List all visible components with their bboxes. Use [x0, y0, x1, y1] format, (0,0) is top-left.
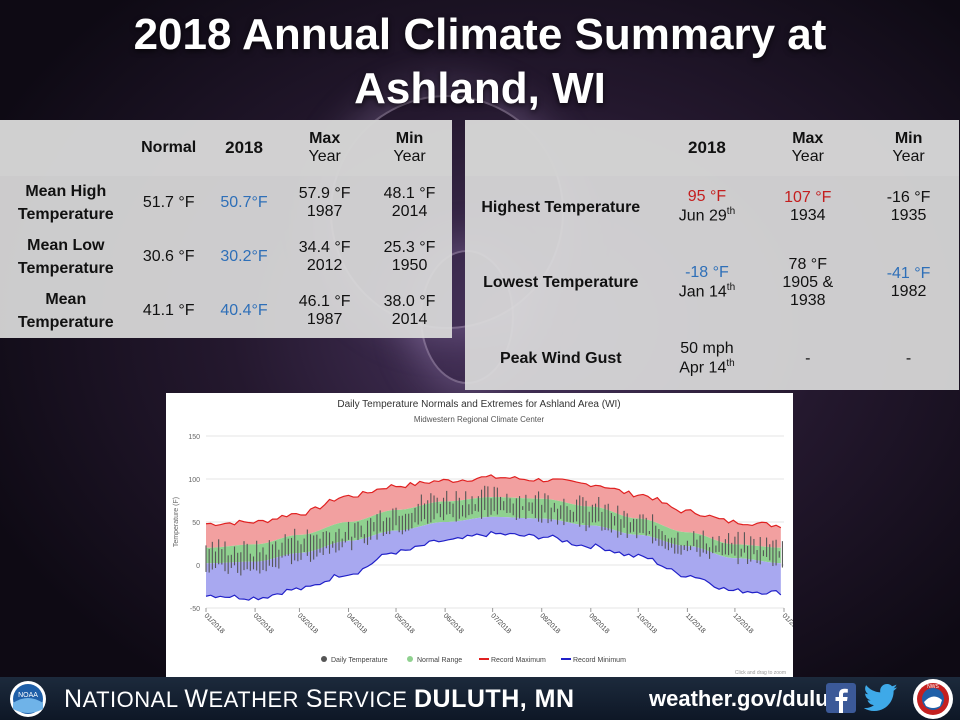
min-value: 48.1 °F 2014 [383, 185, 436, 220]
legend-marker [321, 656, 327, 662]
x-tick-label: 11/2018 [684, 612, 707, 635]
min-value: 38.0 °F 2014 [383, 293, 436, 328]
legend-marker [407, 656, 413, 662]
row-label: Mean High Temperature [17, 183, 114, 223]
legend-label: Daily Temperature [331, 657, 388, 664]
header-2018: 2018 [225, 138, 263, 157]
chart-svg[interactable]: Daily Temperature Normals and Extremes f… [166, 393, 804, 678]
y-axis-label: Temperature (F) [173, 497, 180, 547]
max-value: 57.9 °F 1987 [298, 185, 351, 220]
facebook-icon[interactable] [826, 683, 856, 713]
max-value: 78 °F 1905 & 1938 [782, 255, 834, 309]
value-2018: 30.2°F [220, 248, 268, 265]
x-tick-label: 02/2018 [252, 612, 275, 635]
value-2018: 50 mph Apr 14th [679, 340, 735, 377]
normal-value: 41.1 °F [142, 302, 195, 319]
value-2018: 95 °F Jun 29th [678, 188, 736, 225]
min-value: -16 °F 1935 [886, 189, 931, 225]
row-label: Highest Temperature [481, 198, 641, 216]
twitter-icon[interactable] [864, 683, 898, 713]
row-label: Lowest Temperature [483, 274, 639, 292]
y-tick-label: 0 [196, 563, 200, 570]
y-tick-label: 150 [188, 434, 200, 441]
header-2018: 2018 [688, 138, 726, 157]
header-min: Min Year [393, 130, 426, 165]
chart-title: Daily Temperature Normals and Extremes f… [337, 399, 620, 410]
nws-logo-text: NWS [927, 684, 939, 690]
x-tick-label: 08/2018 [538, 612, 561, 635]
y-tick-label: 50 [192, 520, 200, 527]
normal-value: 51.7 °F [142, 194, 195, 211]
x-tick-label: 07/2018 [489, 612, 512, 635]
nws-logo-icon: NWS [913, 679, 953, 719]
x-tick-label: 04/2018 [345, 612, 368, 635]
max-value: - [805, 349, 811, 367]
min-value: 25.3 °F 1950 [383, 239, 436, 274]
temperature-chart[interactable]: Daily Temperature Normals and Extremes f… [166, 393, 804, 678]
x-tick-label: 12/2018 [731, 612, 754, 635]
legend-label: Normal Range [417, 657, 462, 664]
normal-value: 30.6 °F [142, 248, 195, 265]
record-max-band [206, 474, 781, 548]
header-max: Max Year [791, 130, 824, 165]
value-2018: 50.7°F [220, 194, 268, 211]
extremes-table: 2018 Max Year Min Year Highest Temperature… [465, 120, 959, 390]
page-title: 2018 Annual Climate Summary at Ashland, … [0, 8, 960, 116]
noaa-logo-icon: NOAA [10, 681, 46, 717]
title-line-2: Ashland, WI [354, 64, 606, 113]
noaa-logo-text: NOAA [18, 692, 38, 699]
y-tick-label: -50 [190, 606, 200, 613]
title-line-1: 2018 Annual Climate Summary at [133, 10, 827, 59]
value-2018: 40.4°F [220, 302, 268, 319]
row-label: Mean Low Temperature [17, 237, 114, 277]
header-min: Min Year [892, 130, 925, 165]
x-tick-label: 10/2018 [635, 612, 658, 635]
chart-subtitle: Midwestern Regional Climate Center [414, 415, 545, 424]
website-link[interactable]: weather.gov/duluth [649, 686, 850, 711]
max-value: 107 °F 1934 [784, 189, 832, 225]
table-row: Mean Low Temperature 30.6 °F 30.2°F 34.4 … [0, 230, 452, 284]
nws-office-name: NATIONAL WEATHER SERVICE DULUTH, MN [64, 685, 575, 713]
header-normal: Normal [141, 139, 197, 156]
table-row: Peak Wind Gust 50 mph Apr 14th - - [465, 328, 959, 390]
row-label: Mean Temperature [17, 291, 114, 331]
x-tick-label: 03/2018 [296, 612, 319, 635]
max-value: 46.1 °F 1987 [298, 293, 351, 328]
x-tick-label: 05/2018 [393, 612, 416, 635]
table-row: Lowest Temperature -18 °F Jan 14th 78 °F 1… [465, 238, 959, 328]
chart-footnote: Click and drag to zoom [735, 670, 786, 676]
min-value: -41 °F 1982 [886, 264, 931, 300]
row-label: Peak Wind Gust [499, 350, 622, 368]
value-2018: -18 °F Jan 14th [678, 264, 736, 301]
y-tick-label: 100 [188, 477, 200, 484]
x-tick-label: 06/2018 [442, 612, 465, 635]
header-max: Max Year [308, 130, 341, 165]
record-minimum-line [205, 530, 782, 601]
table-row: Mean High Temperature 51.7 °F 50.7°F 57.9… [0, 176, 452, 230]
table-row: Highest Temperature 95 °F Jun 29th 107 °F… [465, 176, 959, 238]
x-tick-label: 01/2019 [781, 612, 793, 635]
legend-label: Record Maximum [491, 657, 546, 664]
max-value: 34.4 °F 2012 [298, 239, 351, 274]
legend-label: Record Minimum [573, 657, 626, 664]
footer-bar: NOAA NATIONAL WEATHER SERVICE DULUTH, MN… [0, 677, 960, 720]
x-tick-label: 09/2018 [587, 612, 610, 635]
table-row: Mean Temperature 41.1 °F 40.4°F 46.1 °F 19… [0, 284, 452, 338]
x-tick-label: 01/2018 [203, 612, 226, 635]
min-value: - [905, 349, 912, 367]
record-maximum-line [205, 474, 782, 529]
mean-temperature-table: Normal 2018 Max Year Min Year Mean High Tem… [0, 120, 452, 338]
